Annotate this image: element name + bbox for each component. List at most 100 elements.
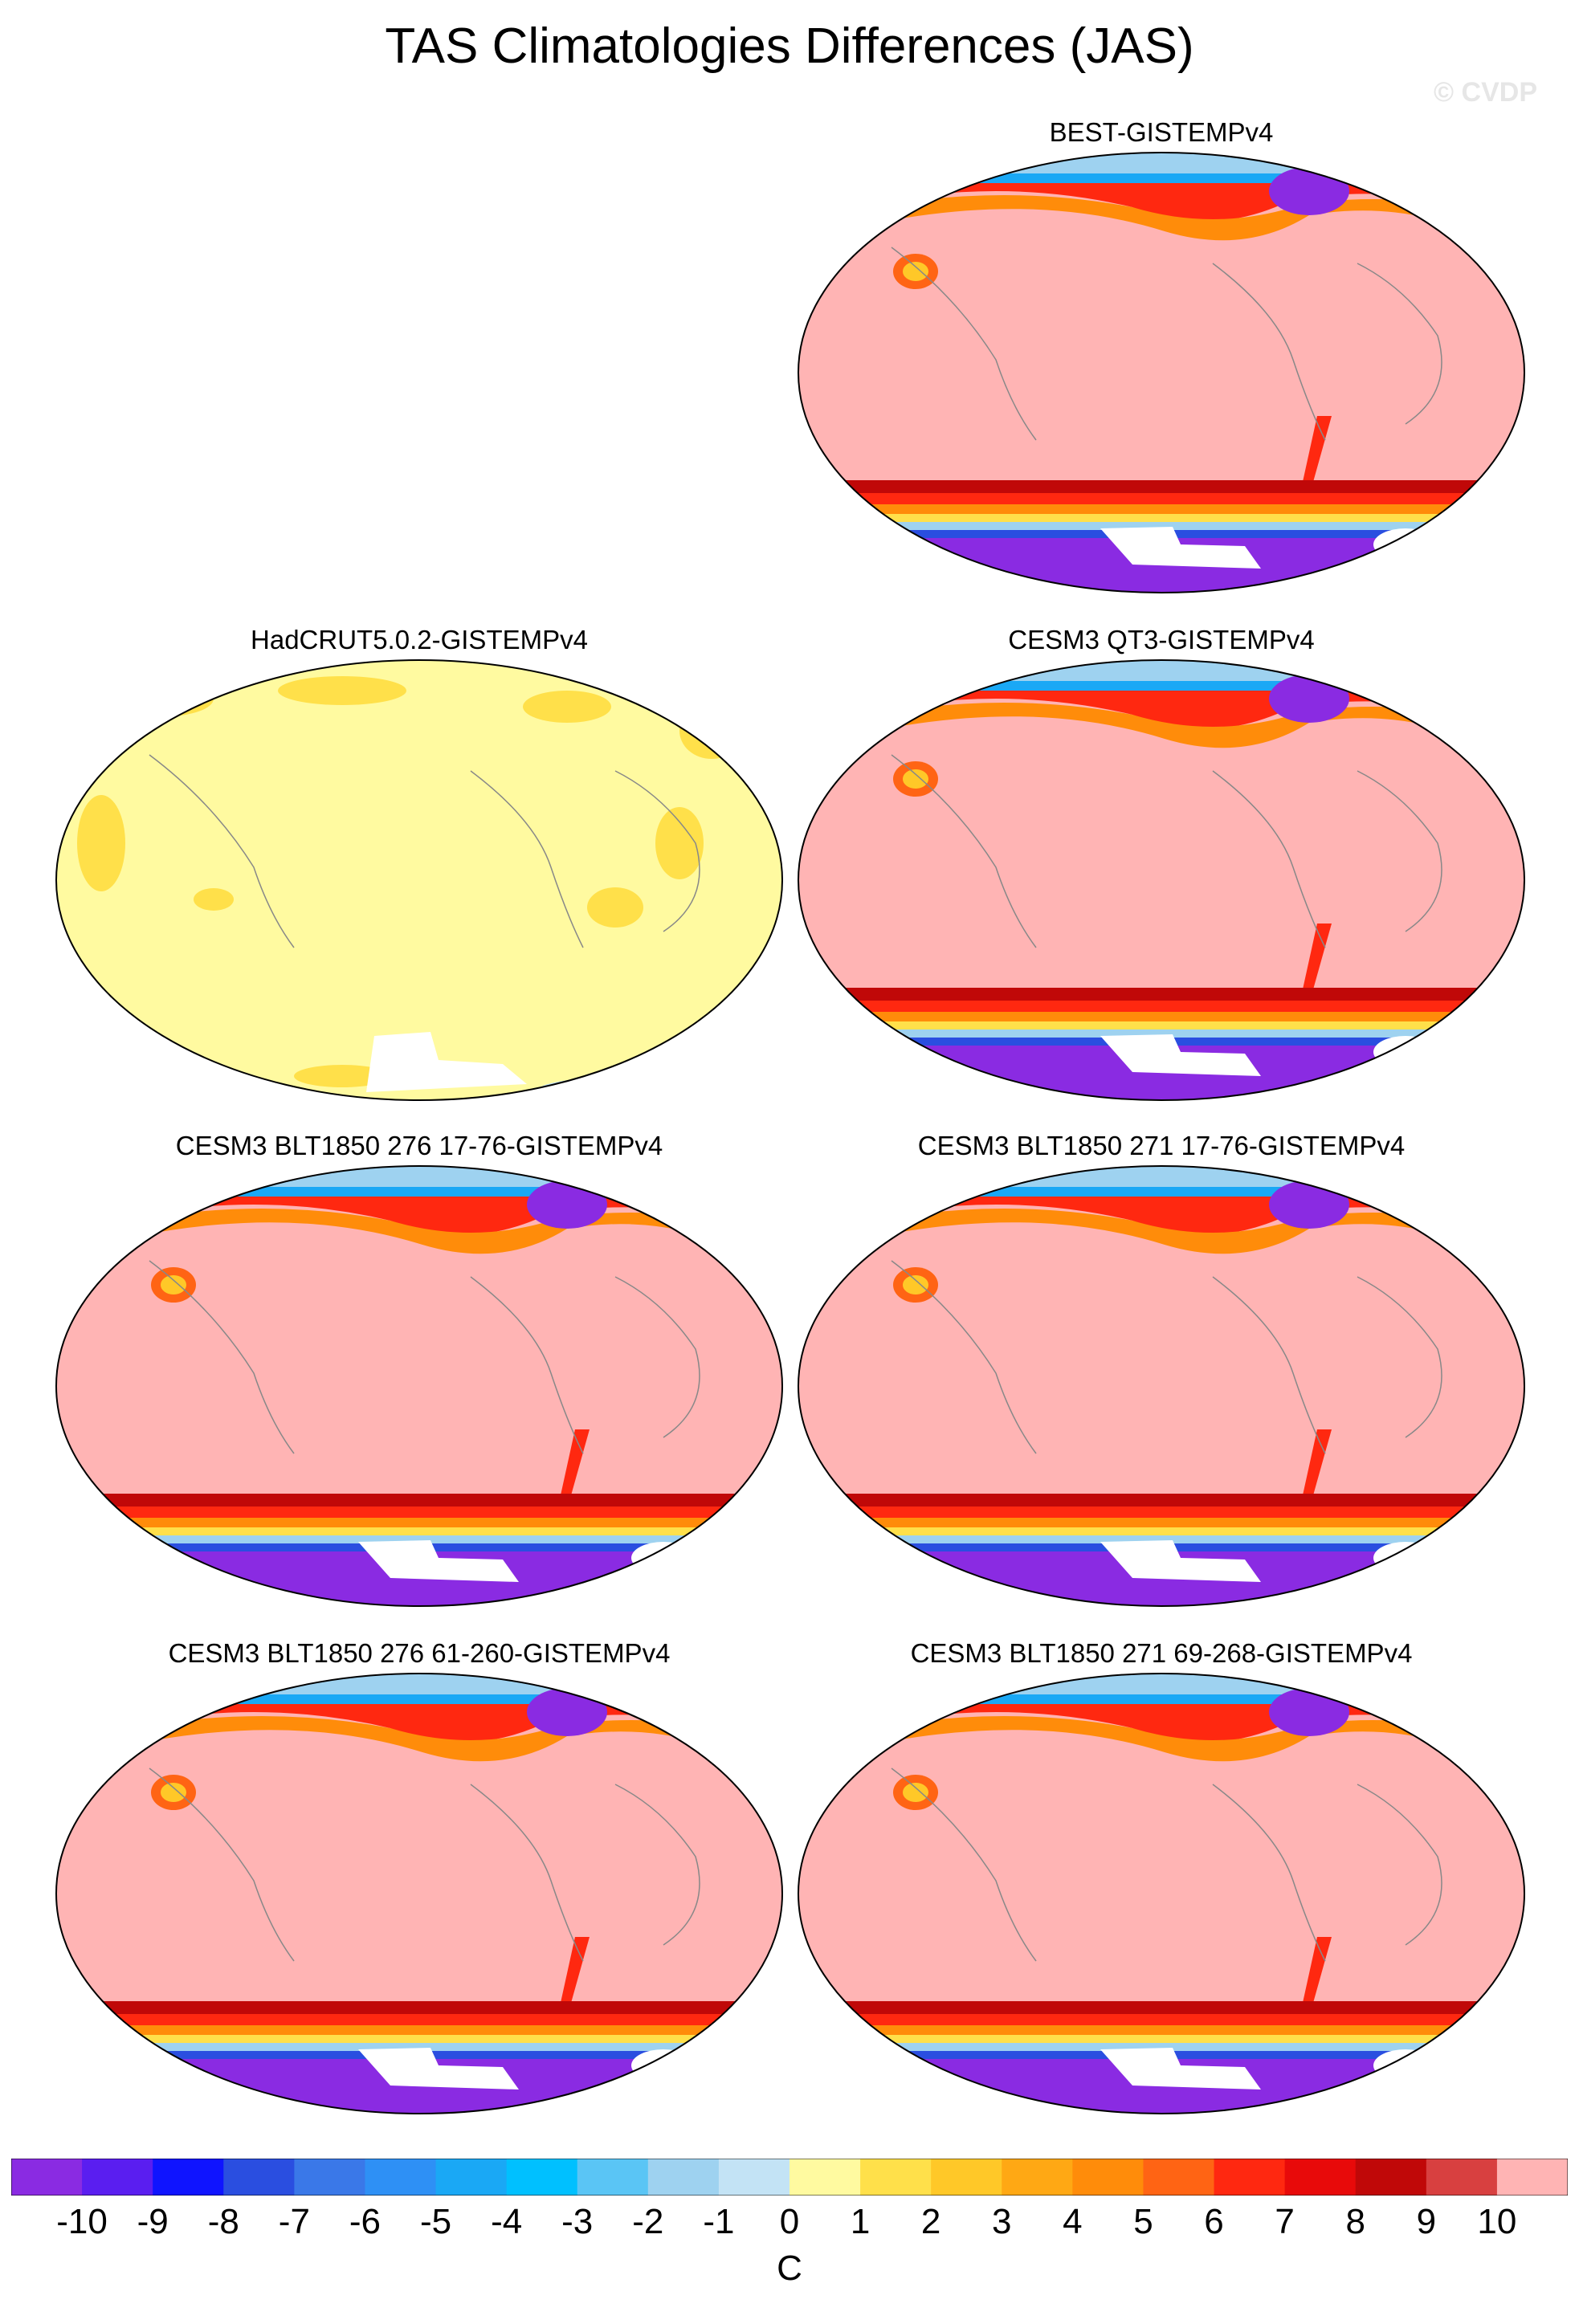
arctic-band [56,1674,782,1694]
map-panel: CESM3 BLT1850 271 69-268-GISTEMPv4 [795,1638,1528,2120]
colorbar-swatch [1143,2159,1215,2196]
missing-data-region [1373,2049,1438,2081]
map-plot [55,659,783,1101]
colorbar-tick-label: 3 [992,2202,1012,2241]
panel-title: CESM3 QT3-GISTEMPv4 [1008,625,1315,654]
colorbar-swatch [1214,2159,1286,2196]
missing-data-region [1373,528,1438,561]
anomaly-patch [523,691,611,723]
colorbar-tick-label: 2 [920,2202,941,2241]
coastlines [891,1767,1442,1962]
southern-band [798,2043,1524,2051]
panel-title: CESM3 BLT1850 276 17-76-GISTEMPv4 [175,1131,663,1160]
colorbar-tick-label: 10 [1477,2202,1517,2241]
colorbar-swatch [718,2159,790,2196]
tibet-warm-patch [903,769,928,789]
colorbar-units: C [777,2249,802,2288]
colorbar-tick-label: 5 [1133,2202,1153,2241]
panel-title: HadCRUT5.0.2-GISTEMPv4 [251,625,588,654]
arctic-cold-patch [1269,167,1349,215]
arctic-band [798,660,1524,681]
tibet-warm-patch [903,1783,928,1802]
colorbar-swatch [577,2159,649,2196]
colorbar-swatch [1355,2159,1427,2196]
southern-band [56,1518,782,1527]
southern-band [798,1494,1524,1507]
arctic-cold-patch [1269,675,1349,723]
anomaly-patch [194,888,234,911]
colorbar-tick-label: -1 [703,2202,735,2241]
map-plot [798,1673,1525,2114]
colorbar-swatch [790,2159,861,2196]
map-border [798,152,1525,593]
southern-band [798,988,1524,1001]
coastlines [891,1260,1442,1454]
map-panel: HadCRUT5.0.2-GISTEMPv4 [53,625,785,1107]
tibet-warm-patch [161,1783,186,1802]
southern-band [798,504,1524,514]
map-plot [798,1165,1525,1607]
map-border [798,1673,1525,2114]
colorbar-tick-label: 4 [1063,2202,1083,2241]
colorbar-swatch [1072,2159,1144,2196]
southern-band [798,1021,1524,1029]
panel-title: CESM3 BLT1850 271 17-76-GISTEMPv4 [917,1131,1406,1160]
colorbar-swatch [506,2159,578,2196]
colorbar-swatch [153,2159,224,2196]
colorbar-tick-label: -5 [419,2202,452,2241]
southern-band [798,1518,1524,1527]
colorbar-tick-label: -3 [561,2202,594,2241]
colorbar-swatch [82,2159,153,2196]
map-panel: CESM3 QT3-GISTEMPv4 [795,625,1528,1107]
colorbar-swatch [1496,2159,1568,2196]
map-panel: CESM3 BLT1850 271 17-76-GISTEMPv4 [795,1131,1528,1613]
map-plot [798,659,1525,1101]
arctic-cold-patch [527,1688,607,1736]
map-border [798,1165,1525,1607]
southern-band [56,1535,782,1543]
coastlines [149,1260,700,1454]
colorbar-tick-label: 9 [1416,2202,1437,2241]
colorbar-tick-label: -9 [137,2202,169,2241]
colorbar-swatch [223,2159,295,2196]
coastlines [891,754,1442,948]
missing-data-region [1373,1542,1438,1574]
arctic-band [798,1166,1524,1187]
southern-band [798,1029,1524,1038]
panel-title: CESM3 BLT1850 271 69-268-GISTEMPv4 [910,1638,1413,1668]
southern-band [798,2025,1524,2035]
colorbar-swatch [294,2159,365,2196]
colorbar-tick-label: 6 [1204,2202,1224,2241]
southern-band [798,493,1524,504]
southern-band [798,2001,1524,2014]
tibet-warm-patch [161,1275,186,1295]
anomaly-patch [278,676,406,705]
southern-band [798,522,1524,530]
southern-band [56,1494,782,1507]
colorbar-swatch [435,2159,508,2196]
map-plot [55,1673,783,2114]
tibet-warm-patch [903,1275,928,1295]
missing-data-region [1100,1034,1261,1076]
anomaly-patch [655,807,704,879]
colorbar-tick-label: 0 [779,2202,800,2241]
southern-band [56,2035,782,2043]
colorbar-swatch [860,2159,932,2196]
anomaly-patch [294,1065,390,1087]
southern-band [56,1507,782,1518]
map-background [56,660,782,1100]
panel-title: BEST-GISTEMPv4 [1049,117,1274,147]
southern-band [798,1012,1524,1021]
map-plot [798,152,1525,593]
colorbar-tick-label: -4 [491,2202,523,2241]
arctic-band [798,1674,1524,1694]
colorbar-swatch [11,2159,83,2196]
arctic-cold-patch [1269,1688,1349,1736]
map-border [55,1673,783,2114]
southern-band [798,480,1524,493]
colorbar [11,2159,1568,2196]
colorbar-swatch [1284,2159,1357,2196]
southern-band [798,514,1524,522]
anomaly-patch [587,887,643,928]
southern-band [798,1507,1524,1518]
